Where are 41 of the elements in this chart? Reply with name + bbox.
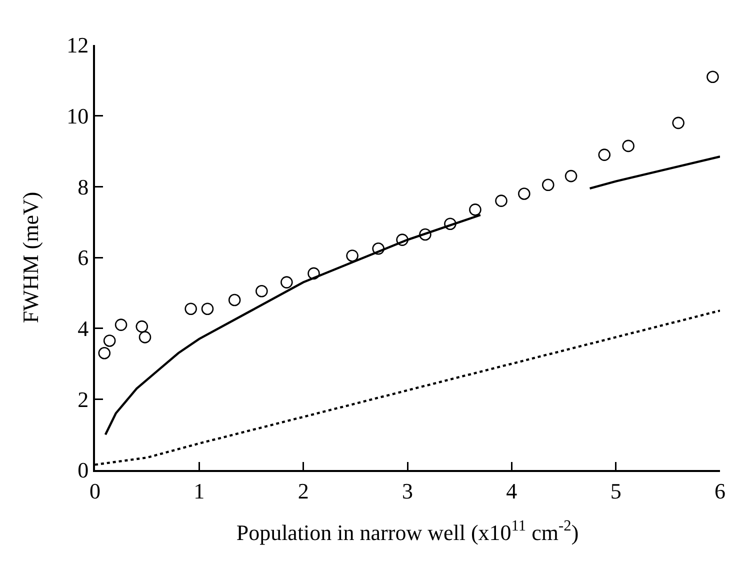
point (419, 228, 432, 241)
point (672, 116, 684, 130)
point (136, 320, 148, 333)
point (114, 318, 128, 331)
x-tick-label: 5 (610, 478, 622, 504)
x-tick-label: 1 (194, 478, 205, 504)
point (622, 140, 634, 152)
x-tick-label: 2 (298, 478, 309, 504)
y-axis-title: FWHM (meV) (18, 192, 43, 324)
y-tick-label: 10 (66, 104, 89, 129)
point (280, 276, 293, 288)
point (542, 178, 554, 192)
point (495, 194, 508, 207)
point (598, 148, 611, 161)
y-tick-label: 2 (78, 386, 89, 412)
point (346, 250, 358, 262)
point (469, 204, 482, 216)
point (372, 242, 384, 255)
point (444, 218, 456, 230)
point (228, 294, 241, 306)
x-tick-label: 4 (506, 478, 518, 504)
point (396, 234, 408, 246)
y-tick-label: 4 (78, 316, 89, 342)
point (201, 302, 214, 315)
y-tick-label: 12 (66, 32, 89, 58)
point (184, 302, 197, 315)
y-tick-label: 8 (78, 174, 89, 200)
point (518, 188, 530, 200)
x-tick-label: 6 (714, 478, 726, 504)
point (138, 331, 152, 344)
point (98, 346, 111, 360)
point (564, 170, 578, 182)
x-axis-title: Population in narrow well (x10$^{11}$ cm$^{-2}$) (236, 518, 579, 545)
y-tick-label: 6 (78, 245, 89, 270)
point (706, 70, 719, 84)
point (256, 285, 268, 298)
line-series (588, 155, 720, 190)
point (103, 334, 116, 347)
point (308, 267, 320, 280)
y-tick-label: 0 (78, 458, 89, 483)
x-tick-label: 3 (402, 478, 413, 504)
